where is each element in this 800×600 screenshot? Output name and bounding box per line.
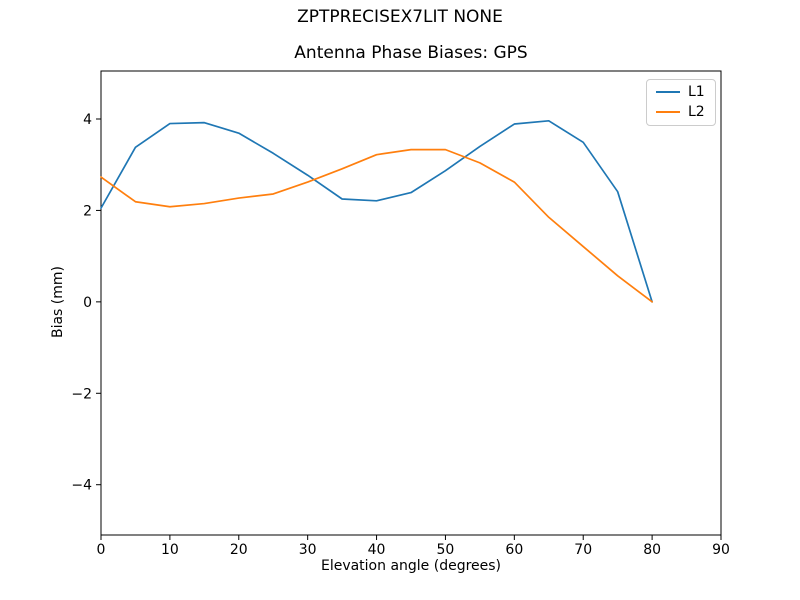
- y-tick-label: −2: [71, 386, 92, 402]
- x-tick-label: 10: [161, 542, 179, 558]
- legend-line-sample-l1: [656, 91, 680, 93]
- x-tick-label: 80: [643, 542, 661, 558]
- x-axis-label: Elevation angle (degrees): [320, 558, 502, 574]
- y-axis-label: Bias (mm): [50, 265, 66, 339]
- axes-title: Antenna Phase Biases: GPS: [294, 43, 528, 63]
- series-line-l1: [100, 119, 653, 303]
- axes-frame: [100, 70, 722, 536]
- figure-title: ZPTPRECISEX7LIT NONE: [297, 7, 503, 27]
- y-tick-label: 0: [83, 295, 92, 311]
- x-tick-label: 60: [505, 542, 523, 558]
- x-tick-label: 40: [368, 542, 386, 558]
- legend-entry-l1: L1: [656, 85, 705, 99]
- series-line-l2: [100, 148, 653, 303]
- x-tick-label: 30: [299, 542, 317, 558]
- legend-entry-l2: L2: [656, 105, 705, 119]
- legend-line-sample-l2: [656, 111, 680, 113]
- x-tick-label: 20: [230, 542, 248, 558]
- x-tick-label: 0: [97, 542, 106, 558]
- x-tick-label: 70: [574, 542, 592, 558]
- x-tick-label: 50: [437, 542, 455, 558]
- y-tick-label: −4: [71, 478, 92, 494]
- legend-label-l1: L1: [688, 84, 705, 100]
- legend: L1 L2: [646, 79, 716, 126]
- y-tick-label: 4: [83, 112, 92, 128]
- y-tick-label: 2: [83, 203, 92, 219]
- legend-label-l2: L2: [688, 104, 705, 120]
- x-tick-label: 90: [712, 542, 730, 558]
